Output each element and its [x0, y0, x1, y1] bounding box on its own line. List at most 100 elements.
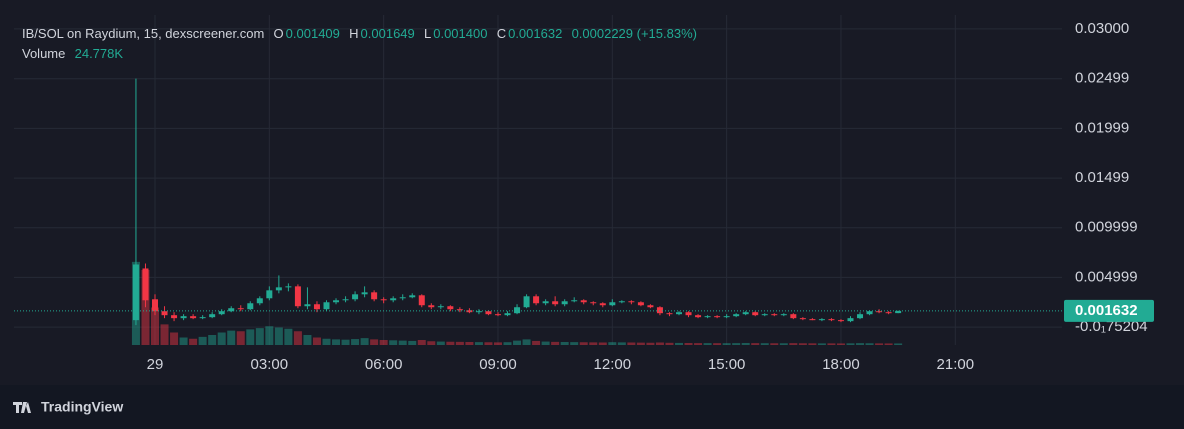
- volume-bar: [675, 342, 684, 345]
- y-tick-label: -0.0₁75204: [1075, 318, 1148, 335]
- legend-key: L: [424, 26, 432, 41]
- candle-body: [275, 287, 282, 291]
- candle-body: [771, 314, 778, 316]
- candle-body: [447, 306, 454, 310]
- volume-bar: [560, 342, 569, 345]
- candle-body: [571, 300, 578, 302]
- volume-bar: [446, 341, 455, 345]
- candle-body: [752, 312, 759, 316]
- candle-body: [256, 298, 263, 304]
- candle-body: [161, 311, 168, 316]
- volume-bar: [617, 342, 626, 345]
- candle-body: [485, 311, 492, 315]
- volume-bar: [608, 342, 617, 345]
- candle-body: [885, 312, 892, 314]
- brand-name: TradingView: [41, 399, 123, 415]
- volume-bar: [227, 330, 236, 345]
- candle-body: [666, 313, 673, 315]
- candle-body: [304, 304, 311, 307]
- candle-body: [352, 294, 359, 300]
- volume-bar: [703, 343, 712, 345]
- candle-body: [818, 319, 825, 321]
- volume-bar: [817, 343, 826, 345]
- y-tick-label: 0.004999: [1075, 268, 1138, 285]
- candle-body: [609, 302, 616, 306]
- volume-bar: [789, 343, 798, 345]
- volume-bar: [741, 343, 750, 345]
- candle-body: [428, 305, 435, 308]
- legend-key: O: [273, 26, 284, 41]
- candle-body: [790, 314, 797, 319]
- x-tick-label: 12:00: [594, 356, 632, 373]
- candle-body: [857, 314, 864, 319]
- candle-body: [799, 318, 806, 320]
- x-tick-label: 06:00: [365, 356, 403, 373]
- volume-bar: [808, 343, 817, 345]
- volume-bar: [303, 335, 312, 345]
- candle-body: [399, 297, 406, 299]
- candle-body: [866, 311, 873, 315]
- volume-bar: [551, 341, 560, 345]
- volume-bar: [579, 342, 588, 345]
- candle-body: [266, 290, 273, 299]
- volume-bar: [875, 343, 884, 345]
- volume-bar: [684, 343, 693, 345]
- candle-body: [437, 306, 444, 308]
- candle-body: [171, 315, 178, 319]
- volume-bar: [570, 342, 579, 345]
- volume-bar: [655, 342, 664, 345]
- candle-body: [542, 301, 549, 304]
- volume-bar: [370, 339, 379, 345]
- volume-bar: [493, 342, 502, 345]
- volume-bar: [484, 342, 493, 345]
- volume-bar: [408, 340, 417, 345]
- volume-bar: [246, 329, 255, 345]
- last-price-tag: [1064, 299, 1154, 322]
- volume-bar: [274, 327, 283, 345]
- volume-bar: [312, 337, 321, 345]
- candle-body: [466, 310, 473, 313]
- legend-value: 0.001409: [285, 26, 340, 41]
- legend: IB/SOL on Raydium, 15, dexscreener.com O…: [22, 24, 699, 64]
- candle-body: [285, 286, 292, 288]
- chart-background: [0, 0, 1184, 385]
- x-tick-label: 18:00: [822, 356, 860, 373]
- volume-bar: [427, 341, 436, 345]
- candle-body: [837, 320, 844, 322]
- candle-body: [523, 296, 530, 308]
- volume-bar: [770, 343, 779, 345]
- legend-value: 0.001400: [433, 26, 488, 41]
- volume-bar: [836, 343, 845, 345]
- x-tick-label: 03:00: [251, 356, 289, 373]
- candle-body: [180, 316, 187, 319]
- volume-bar: [541, 341, 550, 345]
- candle-body: [809, 319, 816, 321]
- candle-body: [599, 303, 606, 306]
- candle-body: [761, 314, 768, 316]
- volume-bar: [665, 342, 674, 345]
- y-tick-label: 0.03000: [1075, 20, 1129, 37]
- volume-bar: [627, 342, 636, 345]
- candle-body: [209, 314, 216, 318]
- candle-body: [333, 300, 340, 303]
- candle-body: [390, 298, 397, 301]
- volume-bar: [141, 270, 150, 345]
- candle-body: [533, 296, 540, 304]
- volume-bar: [360, 338, 369, 345]
- volume-bar: [798, 343, 807, 345]
- legend-value: 0.001632: [508, 26, 563, 41]
- candle-body: [132, 264, 139, 321]
- last-price-label: 0.001632: [1075, 302, 1138, 319]
- volume-bar: [760, 343, 769, 345]
- volume-bar: [236, 331, 245, 345]
- candle-body: [618, 301, 625, 303]
- candle-body: [380, 299, 387, 301]
- candle-body: [514, 307, 521, 314]
- y-tick-label: 0.009999: [1075, 219, 1138, 236]
- volume-bar: [255, 328, 264, 345]
- volume-bar: [436, 341, 445, 345]
- candle-body: [714, 316, 721, 318]
- volume-bar: [598, 342, 607, 345]
- y-tick-label: 0.01999: [1075, 119, 1129, 136]
